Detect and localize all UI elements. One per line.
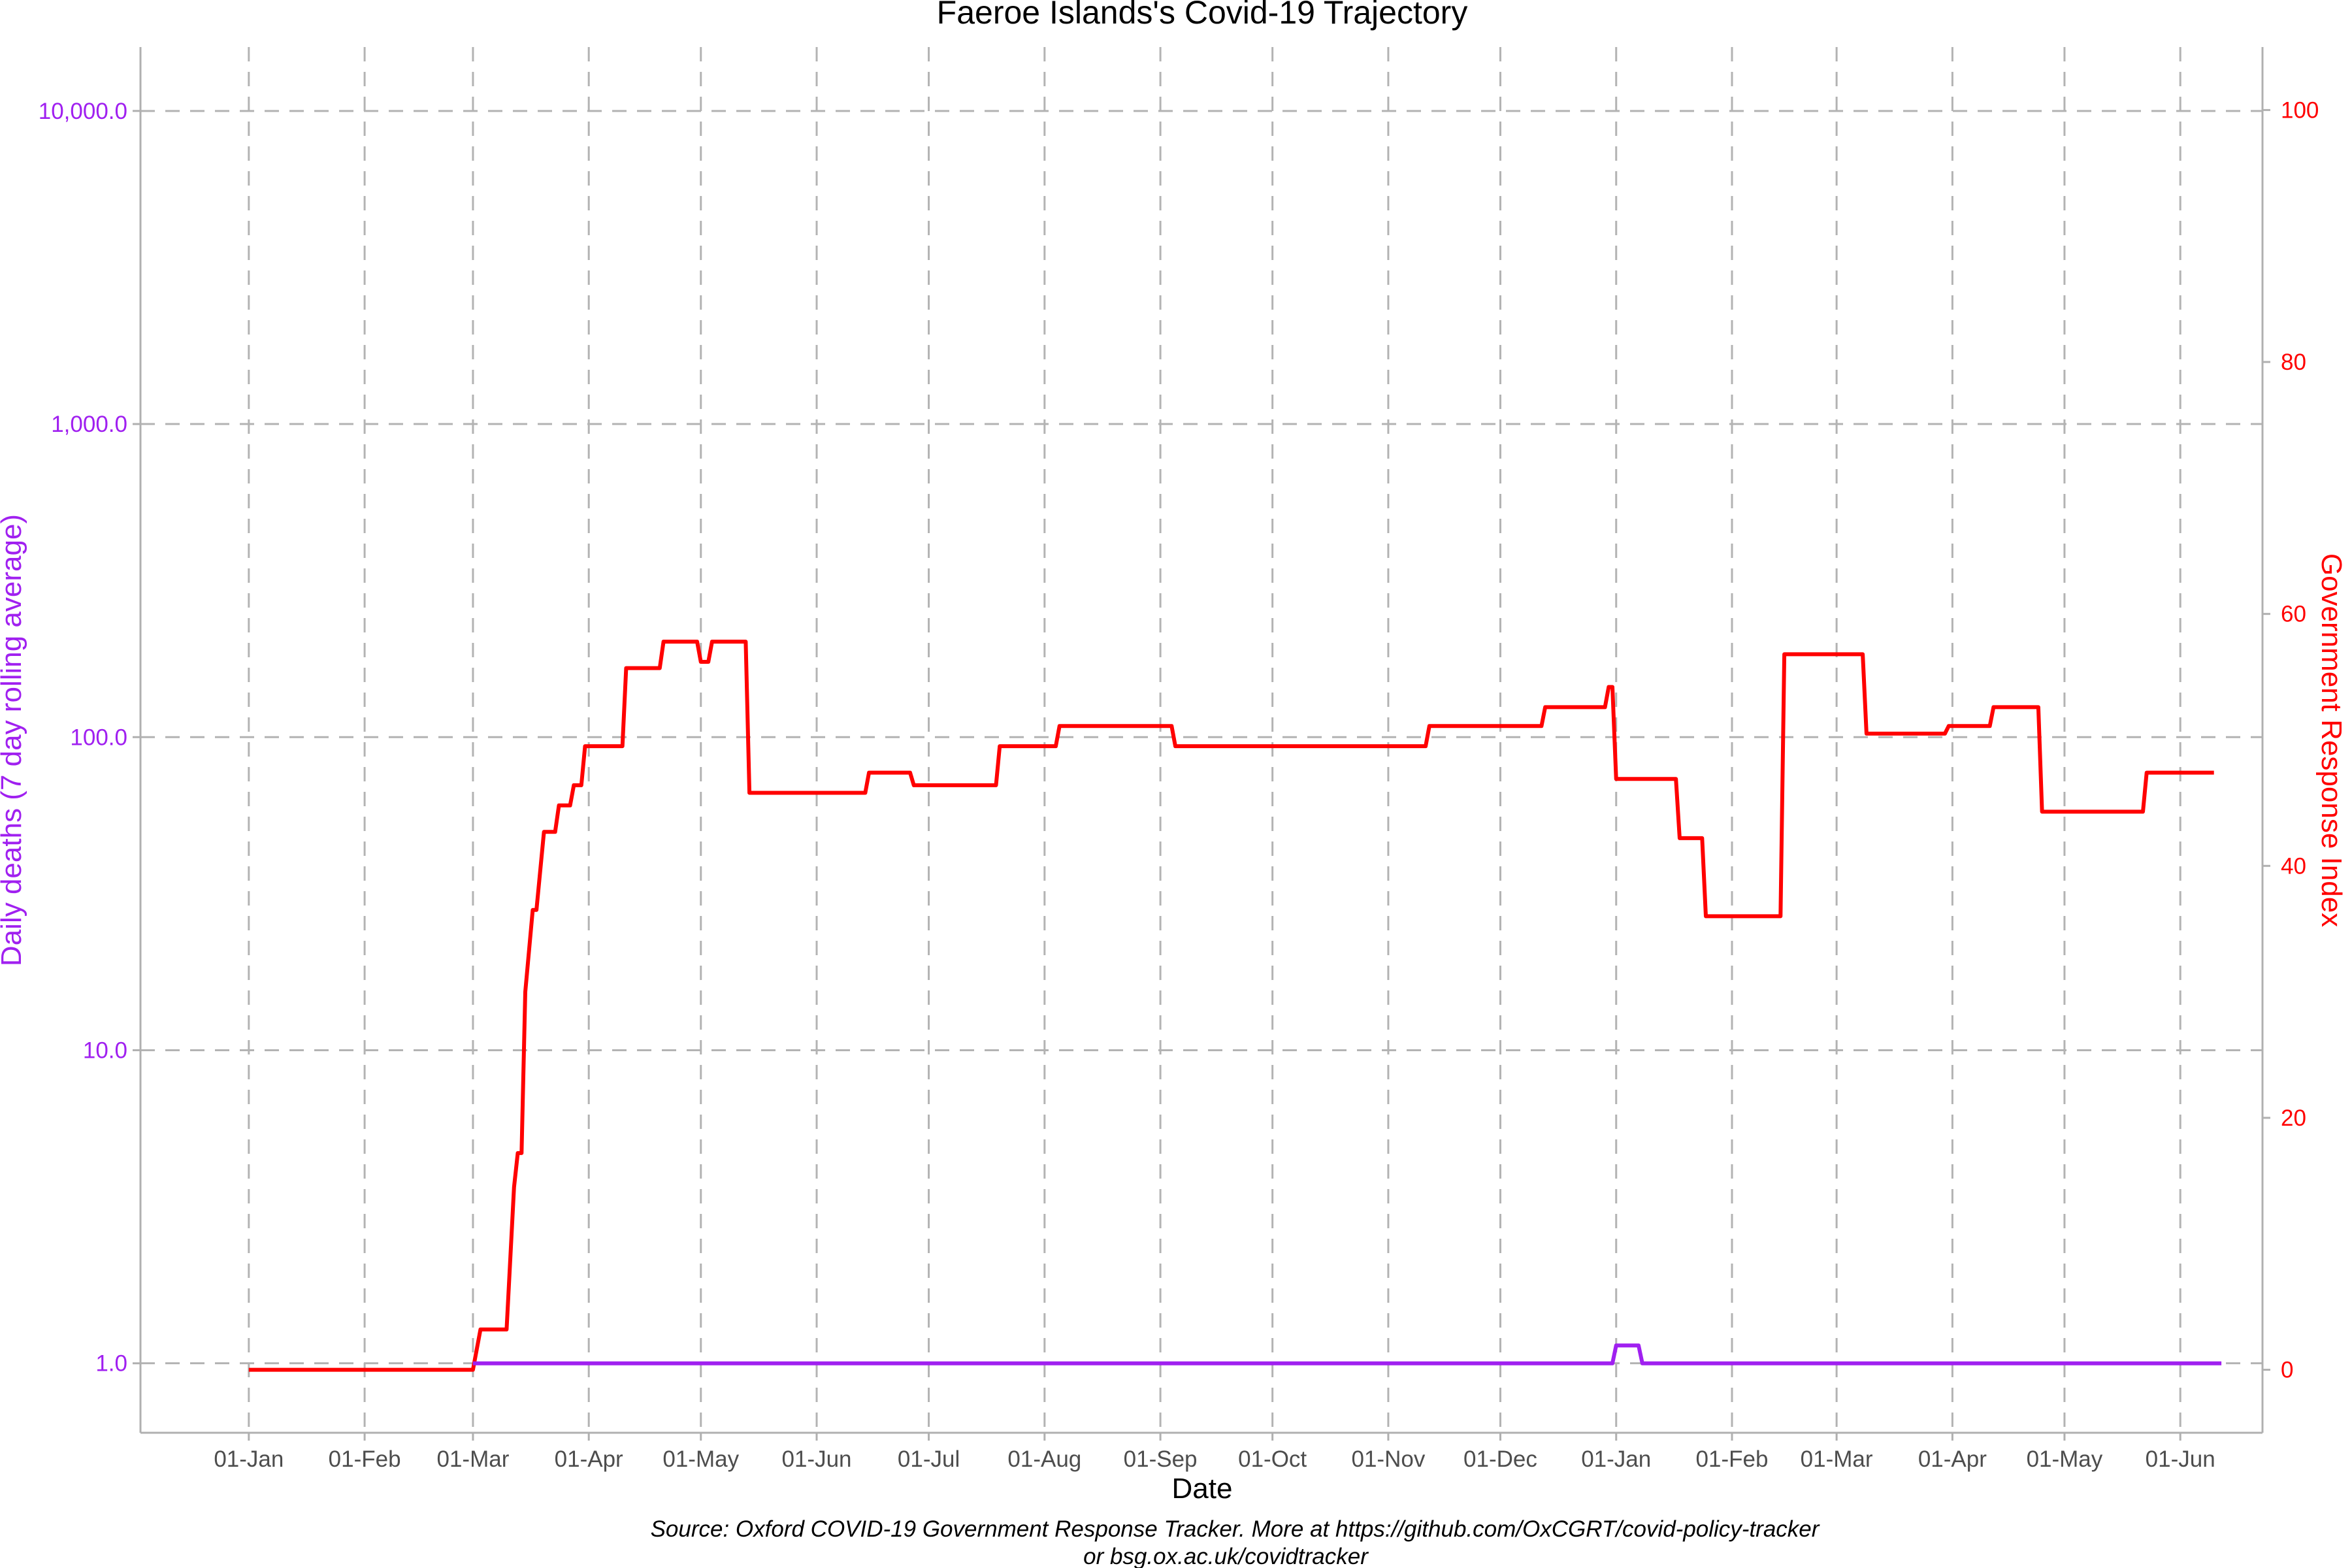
- x-tick-label: 01-Feb: [1696, 1446, 1769, 1472]
- y-left-tick-label: 10.0: [83, 1037, 127, 1063]
- x-tick-label: 01-Jun: [2146, 1446, 2215, 1472]
- y-left-tick-label: 100.0: [70, 725, 127, 750]
- y-left-tick-label: 1.0: [95, 1351, 127, 1377]
- x-tick-label: 01-Dec: [1463, 1446, 1537, 1472]
- series-layer: [248, 640, 2222, 1372]
- chart-title: Faeroe Islands's Covid-19 Trajectory: [937, 0, 1468, 31]
- y-axis-left-label: Daily deaths (7 day rolling average): [0, 514, 27, 966]
- y-left-tick-label: 10,000.0: [39, 99, 127, 124]
- x-tick-label: 01-Apr: [555, 1446, 623, 1472]
- axes-layer: [133, 47, 2270, 1441]
- tick-labels: 01-Jan 01-Feb 01-Mar 01-Apr 01-May 01-Jun 01-J…: [39, 97, 2319, 1472]
- x-tick-label: 01-Aug: [1007, 1446, 1081, 1472]
- x-tick-label: 01-Sep: [1124, 1446, 1198, 1472]
- y-right-tick-label: 60: [2281, 602, 2306, 627]
- y-right-tick-label: 80: [2281, 350, 2306, 375]
- x-tick-label: 01-Feb: [329, 1446, 401, 1472]
- series-line-government-response-index: [248, 640, 2214, 1372]
- x-tick-label: 01-Mar: [436, 1446, 509, 1472]
- caption-line-2: or bsg.ox.ac.uk/covidtracker: [1083, 1544, 1369, 1568]
- y-right-tick-label: 20: [2281, 1105, 2306, 1131]
- grid-layer: [140, 47, 2262, 1433]
- x-tick-label: 01-Mar: [1801, 1446, 1873, 1472]
- series-line-daily-deaths: [472, 1343, 2222, 1365]
- x-tick-label: 01-Jun: [781, 1446, 851, 1472]
- x-tick-label: 01-Apr: [1918, 1446, 1987, 1472]
- x-tick-label: 01-May: [662, 1446, 739, 1472]
- x-tick-label: 01-Jan: [1581, 1446, 1651, 1472]
- x-tick-label: 01-May: [2027, 1446, 2103, 1472]
- caption-line-1: Source: Oxford COVID-19 Government Respo…: [651, 1516, 1820, 1542]
- x-tick-label: 01-Nov: [1352, 1446, 1426, 1472]
- x-tick-label: 01-Jan: [214, 1446, 284, 1472]
- x-tick-label: 01-Oct: [1238, 1446, 1307, 1472]
- x-axis-label: Date: [1172, 1473, 1233, 1505]
- y-right-tick-label: 0: [2281, 1358, 2293, 1383]
- y-left-tick-label: 1,000.0: [51, 412, 127, 437]
- y-right-tick-label: 40: [2281, 853, 2306, 879]
- y-right-tick-label: 100: [2281, 97, 2319, 123]
- x-tick-label: 01-Jul: [898, 1446, 960, 1472]
- y-axis-right-label: Government Response Index: [2315, 553, 2347, 927]
